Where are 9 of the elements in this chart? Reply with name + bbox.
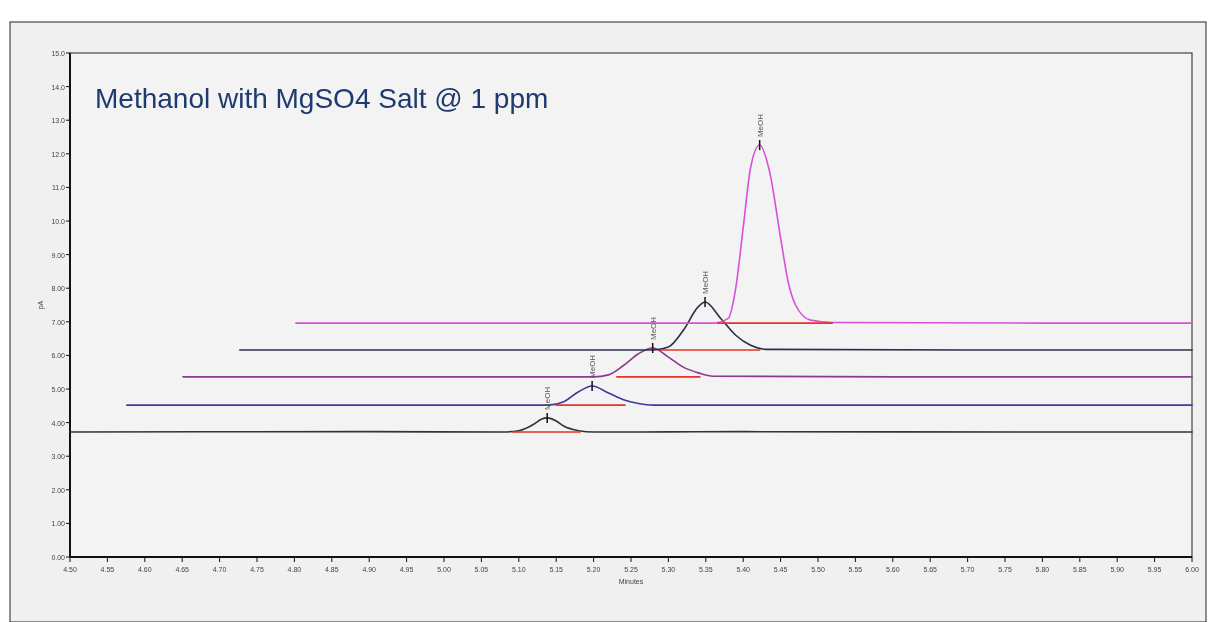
annotation: MeOH (543, 386, 553, 410)
annotation: MeOH (648, 316, 658, 341)
annotation: MeOH (701, 270, 711, 294)
text: Methanol with MgSO4 Salt @ 1 ppm (95, 83, 549, 114)
annotation: MeOH (588, 354, 598, 378)
line-series (182, 347, 1193, 378)
line-series (239, 301, 1193, 351)
line-series (69, 417, 1193, 433)
annotation: MeOH (755, 113, 765, 138)
